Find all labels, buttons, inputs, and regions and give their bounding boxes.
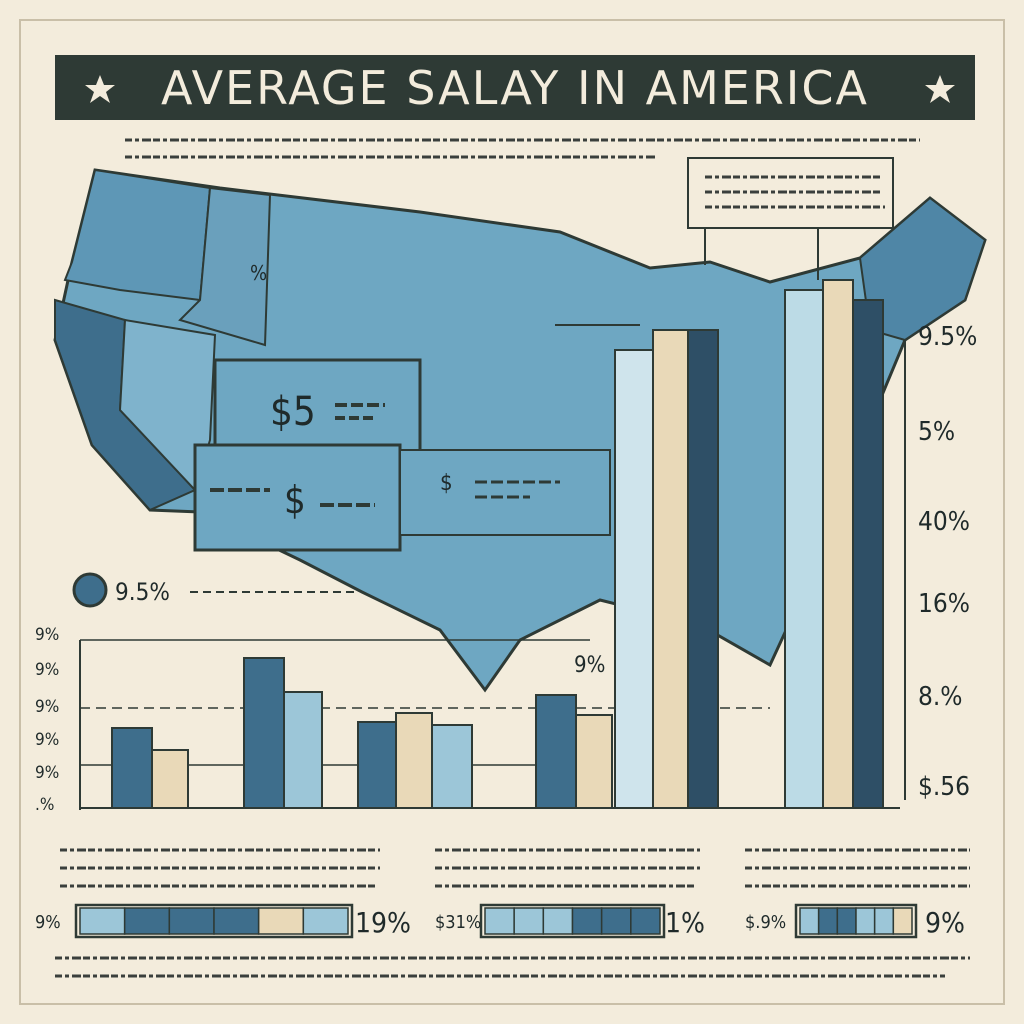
right-axis-label: $.56 [918, 772, 970, 802]
bar [357, 721, 397, 809]
title: AVERAGE SALAY IN AMERICA [161, 61, 869, 115]
footer-bar-cell [302, 907, 349, 935]
left-axis-label: 9% [35, 625, 59, 645]
chart-label: 9% [574, 653, 605, 678]
callout-value: $5 [270, 389, 316, 435]
footer-bar-cell [799, 907, 820, 935]
callout-value: $ [440, 471, 453, 496]
footer-bar-cell [892, 907, 913, 935]
footer-bar-cell [600, 907, 632, 935]
right-axis-label: 9.5% [918, 322, 977, 352]
bar [111, 727, 153, 809]
bar [687, 329, 719, 809]
footer-bars: 9% 19% $31% 1% $.9% 9% [35, 903, 965, 939]
footer-bar-cell [817, 907, 839, 935]
star [925, 75, 955, 103]
footer-bar-frame [479, 903, 666, 939]
footer-bar-frame [794, 903, 918, 939]
footer-bar-cell [79, 907, 126, 935]
footer-bar-cell [168, 907, 215, 935]
bar [395, 712, 433, 809]
bar [784, 289, 824, 809]
footer-bar-cell [213, 907, 260, 935]
bar [575, 714, 613, 809]
right-axis-label: 16% [918, 589, 970, 619]
footer-bar-cell [513, 907, 545, 935]
footer-bar-frame [74, 903, 354, 939]
footer-bar-cell [855, 907, 876, 935]
callout-box [213, 358, 422, 457]
bar [431, 724, 473, 809]
bar [822, 279, 854, 809]
right-chart [610, 279, 906, 809]
callout-box [399, 449, 611, 536]
right-axis-label: 8.% [918, 682, 963, 712]
left-axis-label: .% [35, 795, 54, 815]
left-axis-label: 9% [35, 763, 59, 783]
callout-box [193, 443, 402, 552]
bar [151, 749, 189, 809]
frame [19, 19, 1005, 1005]
footer-bar-cell [571, 907, 603, 935]
footer-left-label: 9% [35, 912, 61, 933]
state-region [178, 186, 272, 347]
bar [243, 657, 285, 809]
left-axis-label: 9% [35, 730, 59, 750]
right-axis-label: 5% [918, 417, 955, 447]
footer-bar-cell [873, 907, 895, 935]
footer-bar-cell [257, 907, 305, 935]
map-label: % [250, 261, 267, 285]
footer-bar-cell [836, 907, 857, 935]
bar [535, 694, 577, 809]
bar [652, 329, 689, 809]
footer-right-label: 19% [355, 906, 411, 939]
left-chart: 9% [79, 639, 770, 810]
footer-bar-cell [630, 907, 661, 935]
title-banner [55, 55, 975, 120]
left-axis-label: 9% [35, 660, 59, 680]
footer-bar-cell [484, 907, 515, 935]
footer-left-label: $.9% [745, 912, 786, 933]
callout-value: $ [284, 478, 306, 522]
right-axis-label: 40% [918, 507, 970, 537]
footer-right-label: 9% [925, 906, 965, 939]
bar [283, 691, 323, 809]
left-axis-label: 9% [35, 697, 59, 717]
bar [852, 299, 884, 809]
marker-label: 9.5% [115, 578, 170, 606]
footer-bar-cell [123, 907, 171, 935]
star [85, 75, 115, 103]
intro-text [125, 138, 920, 159]
footer-right-label: 1% [665, 906, 705, 939]
footer-text [55, 848, 970, 978]
axis-labels: 9% 9% 9% 9% 9%.% 9.5% 5% 40% 16% 8.% $.56 [35, 322, 977, 815]
bar [614, 349, 654, 809]
marker [72, 572, 108, 608]
footer-bar-cell [542, 907, 574, 935]
footer-left-label: $31% [435, 912, 481, 933]
